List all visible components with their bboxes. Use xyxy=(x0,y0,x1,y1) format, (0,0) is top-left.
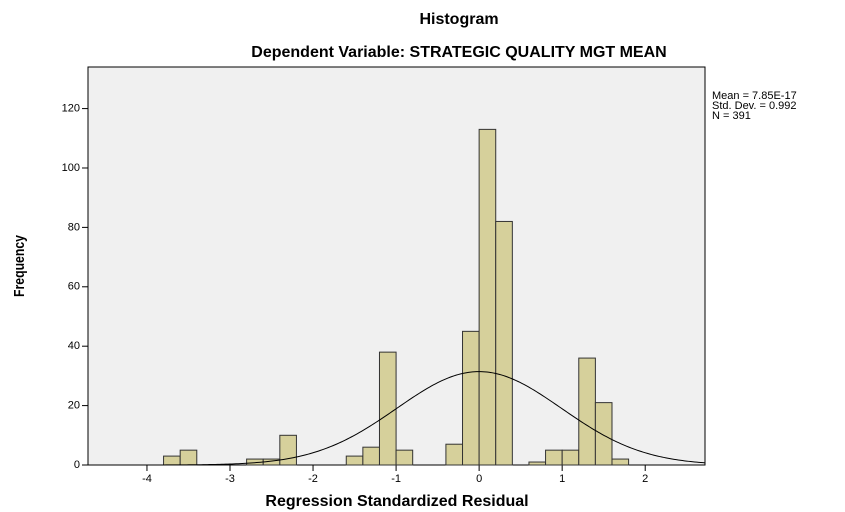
y-tick-label: 100 xyxy=(62,162,80,174)
x-tick-label: -1 xyxy=(391,473,401,485)
stats-label: N = 391 xyxy=(712,110,751,122)
y-axis-label: Frequency xyxy=(11,234,28,297)
x-tick-label: -3 xyxy=(225,473,235,485)
y-tick-label: 0 xyxy=(74,459,80,471)
chart-title: Histogram xyxy=(419,11,498,28)
bar xyxy=(545,449,563,466)
chart-subtitle: Dependent Variable: STRATEGIC QUALITY MG… xyxy=(251,44,666,61)
bar xyxy=(362,446,380,466)
y-tick-label: 120 xyxy=(62,102,80,114)
bar xyxy=(279,434,297,466)
bar xyxy=(462,330,480,466)
bar xyxy=(495,220,513,466)
bar xyxy=(528,461,547,466)
bar xyxy=(561,449,580,466)
x-tick-label: -2 xyxy=(308,473,318,485)
y-tick-label: 20 xyxy=(68,400,80,412)
x-tick-label: -4 xyxy=(142,473,152,485)
x-tick-label: 0 xyxy=(476,473,482,485)
y-tick-label: 80 xyxy=(68,221,80,233)
bar xyxy=(478,128,497,466)
stats-label: Mean = 7.85E-17 xyxy=(712,90,797,102)
bar xyxy=(345,455,364,466)
x-axis-label: Regression Standardized Residual xyxy=(265,493,528,510)
x-tick-label: 2 xyxy=(642,473,648,485)
normal-curve xyxy=(88,371,706,466)
bar xyxy=(578,357,596,466)
stats-label: Std. Dev. = 0.992 xyxy=(712,100,797,112)
bar xyxy=(378,351,397,466)
bar xyxy=(395,449,414,466)
bar xyxy=(594,402,613,466)
bar xyxy=(179,449,198,466)
y-tick-label: 60 xyxy=(68,281,80,293)
bar xyxy=(163,455,181,466)
bar xyxy=(445,443,464,466)
bar xyxy=(611,458,630,466)
x-tick-label: 1 xyxy=(559,473,565,485)
y-tick-label: 40 xyxy=(68,340,80,352)
